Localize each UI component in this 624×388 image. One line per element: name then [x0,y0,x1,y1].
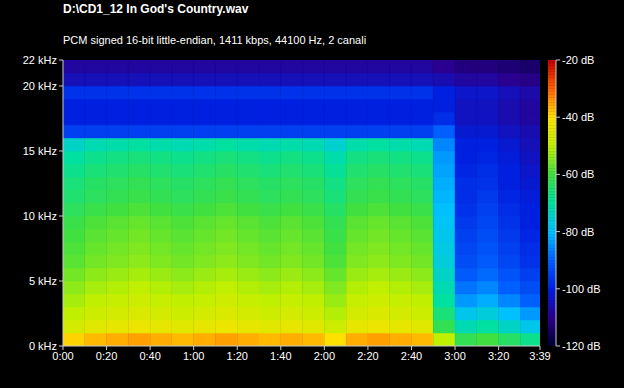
svg-text:2:40: 2:40 [401,350,422,362]
svg-text:3:00: 3:00 [444,350,465,362]
svg-text:1:40: 1:40 [270,350,291,362]
svg-text:1:20: 1:20 [227,350,248,362]
svg-text:-80 dB: -80 dB [562,226,594,238]
svg-text:-60 dB: -60 dB [562,168,594,180]
html-text:PCM signed 16-bit little-endia: PCM signed 16-bit little-endian, 1411 kb… [63,34,367,46]
svg-text:-120 dB: -120 dB [562,340,601,352]
svg-text:-20 dB: -20 dB [562,54,594,66]
svg-text:1:00: 1:00 [183,350,204,362]
svg-text:2:00: 2:00 [314,350,335,362]
svg-text:22 kHz: 22 kHz [23,54,57,66]
svg-text:0:00: 0:00 [52,349,74,362]
svg-text:2:20: 2:20 [357,350,378,362]
svg-text:15 kHz: 15 kHz [23,145,57,157]
svg-text:10 kHz: 10 kHz [23,210,57,222]
svg-text:-100 dB: -100 dB [562,283,601,295]
svg-text:5 kHz: 5 kHz [29,275,57,287]
svg-text:20 kHz: 20 kHz [23,80,57,92]
svg-text:0:20: 0:20 [96,350,117,362]
svg-text:3:20: 3:20 [488,350,509,362]
svg-text:0:40: 0:40 [139,350,160,362]
svg-text:3:39: 3:39 [529,350,550,362]
svg-text:-40 dB: -40 dB [562,111,594,123]
svg-text:0 kHz: 0 kHz [29,340,57,352]
html-text:D:\CD1_12 In God's Country.wav: D:\CD1_12 In God's Country.wav [63,2,249,16]
